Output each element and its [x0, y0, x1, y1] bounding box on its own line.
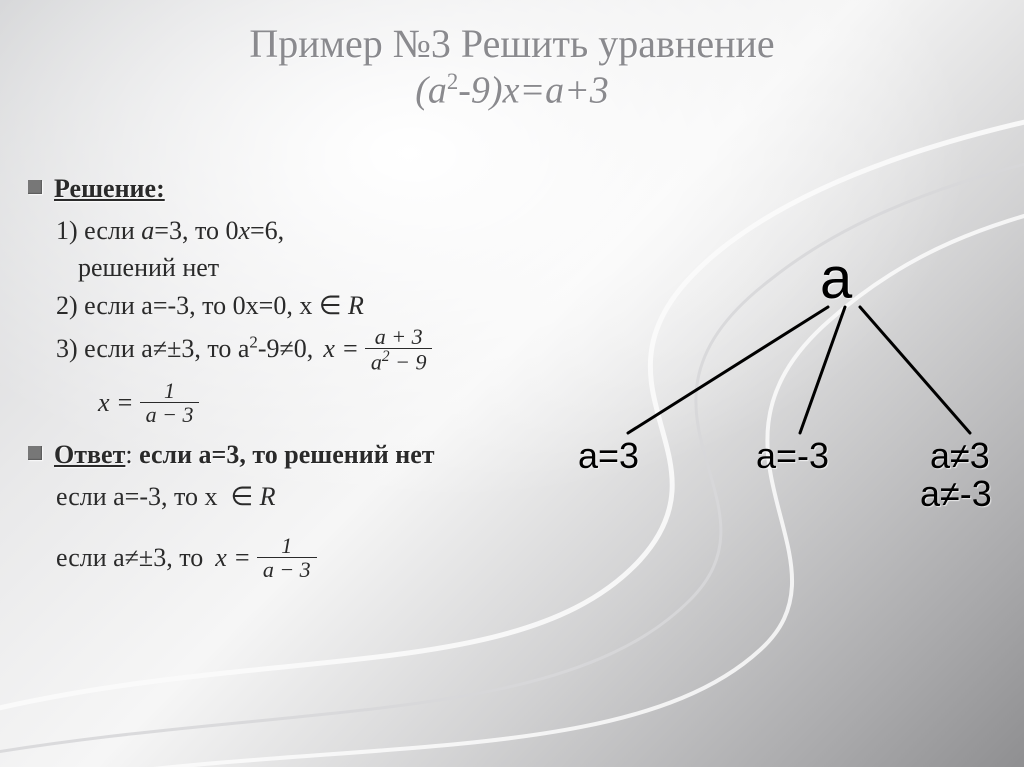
slide-title: Пример №3 Решить уравнение (a2-9)x=a+3 [0, 20, 1024, 114]
tree-leaf-node: a≠-3 [920, 475, 992, 513]
tree-leaf-node: a=3 [578, 437, 639, 475]
title-l2-x: x [503, 70, 520, 112]
fraction-line: x =1a − 3 [28, 379, 528, 426]
title-line1: Пример №3 Решить уравнение [0, 20, 1024, 68]
square-bullet-icon [28, 180, 42, 194]
case-tree-diagram: a a=3 a=-3 a≠3a≠-3 [560, 245, 1020, 525]
slide-root: Пример №3 Решить уравнение (a2-9)x=a+3 Р… [0, 0, 1024, 767]
title-l2-sup: 2 [447, 69, 458, 94]
title-l2-a: a [428, 70, 447, 112]
tree-root-node: a [820, 245, 852, 312]
body-line: если a=-3, то x ∈ R [28, 478, 528, 516]
answer-formula: x =1a − 3 [215, 534, 318, 581]
slide-body: Решение: 1) если a=3, то 0x=6,решений нет… [28, 170, 528, 581]
tree-leaf-node: a=-3 [756, 437, 829, 475]
case3-text: 3) если a≠±3, то a2-9≠0, [56, 330, 313, 368]
bullet-text: Решение: [54, 170, 165, 208]
answer-frac-line: если a≠±3, то x =1a − 3 [28, 534, 528, 581]
title-l2-mid: -9) [458, 70, 502, 112]
title-l2-rhsa: a [545, 70, 564, 112]
answer-prefix: если a≠±3, то [56, 539, 203, 577]
square-bullet-icon [28, 446, 42, 460]
body-line: 2) если a=-3, то 0x=0, x ∈ R [28, 287, 528, 325]
case3-formula: x =a + 3a2 − 9 [323, 325, 434, 374]
title-line2: (a2-9)x=a+3 [0, 68, 1024, 114]
bullet-text: Ответ: если a=3, то решений нет [54, 436, 435, 474]
case3-line: 3) если a≠±3, то a2-9≠0, x =a + 3a2 − 9 [28, 325, 528, 374]
title-l2-eq: = [519, 70, 545, 112]
body-line: 1) если a=3, то 0x=6, [28, 212, 528, 250]
title-l2-tail: +3 [564, 70, 609, 112]
spacer [28, 516, 528, 534]
title-l2-paren: ( [415, 70, 428, 112]
body-line-indent: решений нет [28, 249, 528, 287]
tree-leaf-node: a≠3 [930, 437, 990, 475]
bullet-row: Ответ: если a=3, то решений нет [28, 436, 528, 474]
bullet-row: Решение: [28, 170, 528, 208]
